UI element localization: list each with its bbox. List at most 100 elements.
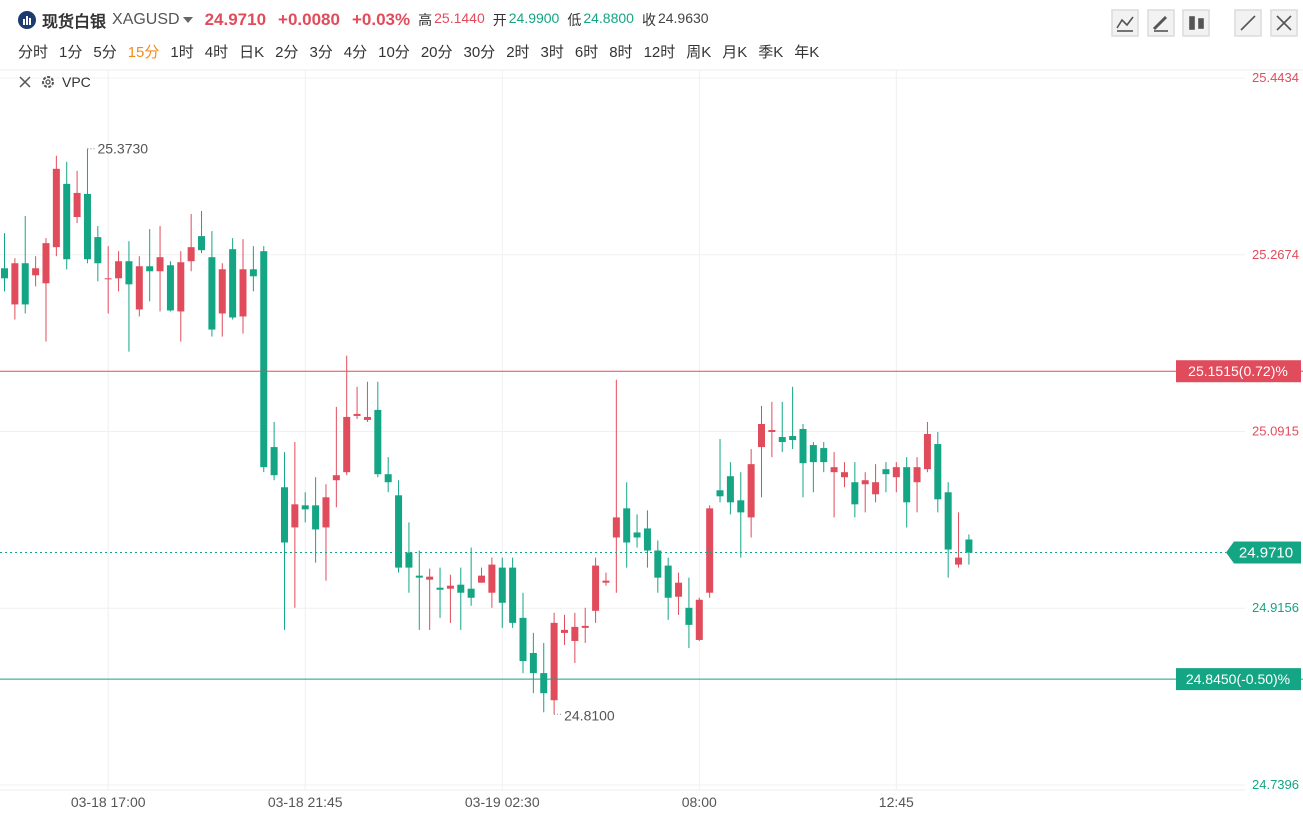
candle-body	[478, 575, 486, 583]
period-tab[interactable]: 2分	[275, 44, 299, 61]
last-price-label: 24.9710	[1239, 545, 1293, 562]
candle-body	[52, 168, 60, 248]
icon	[1276, 15, 1292, 31]
remove-indicator[interactable]	[18, 75, 32, 89]
candle-body	[395, 495, 403, 568]
symbol[interactable]: XAGUSD	[112, 11, 180, 28]
period-tab[interactable]: 季K	[758, 44, 784, 61]
period-tab[interactable]: 3时	[540, 44, 564, 61]
period-tab[interactable]: 5分	[93, 44, 117, 61]
period-tab[interactable]: 月K	[722, 44, 748, 61]
change: +0.0080	[278, 10, 340, 29]
candle-body	[789, 436, 797, 441]
period-tab[interactable]: 4分	[343, 44, 368, 61]
candle-body	[581, 625, 589, 628]
x-tick-label: 08:00	[682, 794, 717, 810]
period-tab[interactable]: 15分	[127, 44, 160, 61]
last-price-box	[1226, 541, 1301, 564]
candle-body	[758, 423, 766, 448]
candle-body	[32, 268, 40, 276]
period-tab[interactable]: 10分	[378, 44, 410, 61]
reference-label: 25.1515(0.72)%	[1188, 363, 1288, 379]
candle-body	[675, 582, 683, 597]
candle-body	[913, 467, 921, 483]
period-tab[interactable]: 4时	[204, 44, 229, 61]
candle-body	[312, 505, 320, 530]
stat-label: 开	[492, 12, 507, 28]
candle-button[interactable]	[1182, 9, 1210, 37]
y-tick-label: 24.9156	[1252, 600, 1299, 615]
period-tab[interactable]: 年K	[794, 44, 820, 61]
candle-body	[42, 243, 50, 284]
period-tab[interactable]: 30分	[463, 44, 496, 61]
period-tab[interactable]: 日K	[239, 44, 265, 61]
stat-value: 24.9630	[657, 10, 709, 26]
stats: 高 25.1440 开 24.9900 低 24.8800 收 24.9630	[418, 10, 716, 30]
indicator-name: VPC	[62, 74, 91, 90]
candle-body	[726, 476, 734, 503]
candle-body	[229, 249, 237, 318]
candle-body	[260, 251, 268, 468]
candle-body	[115, 261, 123, 279]
candle-body	[861, 480, 869, 485]
candle-body	[934, 444, 942, 500]
candle-body	[208, 257, 216, 330]
period-tab[interactable]: 2时	[506, 44, 530, 61]
toolbar-icons	[1111, 9, 1298, 37]
candle-body	[892, 467, 900, 478]
y-tick-label: 25.4434	[1252, 70, 1299, 85]
candle-body	[560, 629, 568, 633]
candle-body	[239, 269, 247, 317]
stat-label: 高	[418, 12, 433, 28]
candle-body	[778, 437, 786, 443]
candle-body	[436, 587, 444, 590]
x-tick-label: 03-18 21:45	[268, 794, 343, 810]
period-tab[interactable]: 1分	[59, 44, 83, 61]
candle-body	[353, 413, 361, 416]
period-tab[interactable]: 12时	[643, 44, 676, 61]
candle-body	[903, 467, 911, 503]
x-tick-label: 12:45	[879, 794, 914, 810]
period-tab[interactable]: 6时	[574, 44, 599, 61]
stat-value: 24.9900	[508, 10, 560, 26]
candle-body	[73, 192, 81, 218]
period-tab[interactable]: 周K	[686, 44, 712, 61]
candle-body	[156, 257, 164, 272]
indicator-settings[interactable]	[40, 74, 56, 90]
icon	[1198, 18, 1204, 29]
candle-body	[135, 266, 143, 310]
candle-body	[291, 504, 299, 528]
reference-label-box	[1176, 360, 1301, 383]
x-tick-label: 03-19 02:30	[465, 794, 540, 810]
extreme-label: 24.8100	[564, 707, 615, 723]
period-tab[interactable]: 1时	[170, 44, 194, 61]
stat-label: 收	[641, 12, 656, 28]
candle-body	[426, 576, 434, 580]
candle-body	[280, 487, 288, 543]
candle-body	[332, 475, 340, 481]
period-tab[interactable]: 8时	[609, 44, 633, 61]
dropdown-arrow[interactable]	[182, 16, 193, 24]
candle-body	[467, 588, 475, 598]
candle-body	[166, 265, 174, 311]
candle-body	[768, 429, 776, 433]
indicator-row: VPC	[18, 74, 91, 90]
candle-body	[218, 269, 226, 314]
candle-body	[955, 557, 963, 565]
candle-body	[830, 467, 838, 473]
change-percent: +0.03%	[351, 10, 411, 29]
icon	[1189, 16, 1195, 30]
x-tick-label: 03-18 17:00	[71, 794, 146, 810]
period-tab[interactable]: 分时	[18, 44, 49, 61]
candle-body	[63, 183, 71, 260]
period-tab[interactable]: 3分	[309, 44, 333, 61]
y-tick-label: 24.7396	[1252, 777, 1299, 792]
candle-body	[923, 434, 931, 470]
candle-body	[747, 464, 755, 518]
period-tab[interactable]: 20分	[420, 44, 453, 61]
candle-body	[695, 599, 703, 640]
candle-body	[498, 567, 506, 603]
icon	[1116, 16, 1134, 29]
